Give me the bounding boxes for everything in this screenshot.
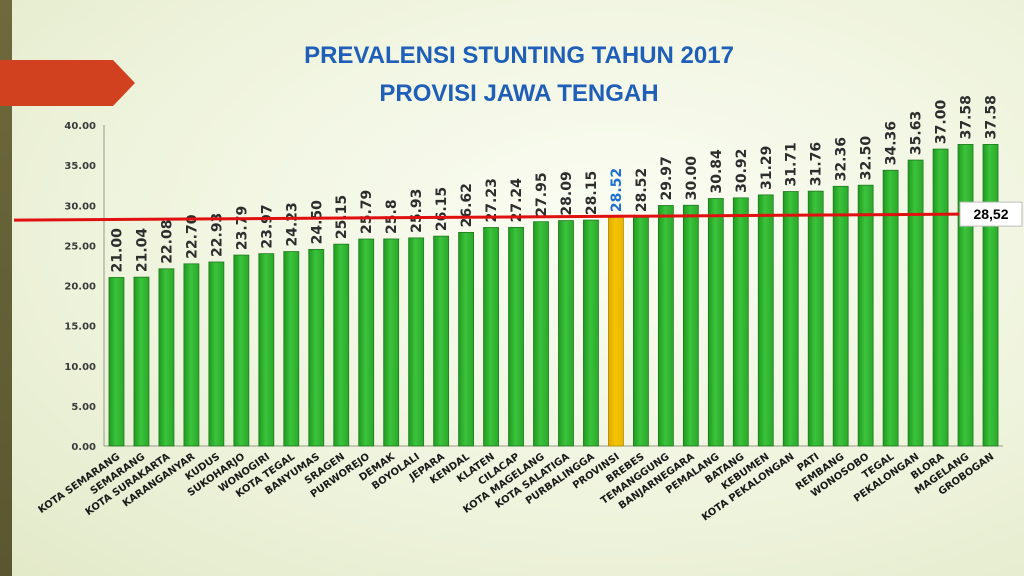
bar-karanganyar [183, 263, 200, 447]
bar-pekalongan [907, 159, 924, 447]
bar-value-label: 24.50 [309, 200, 325, 245]
bar-value-label: 31.29 [759, 146, 775, 190]
bar-provinsi [608, 216, 624, 447]
y-tick-label: 40.00 [64, 121, 96, 132]
bar-value-label: 21.04 [134, 228, 150, 273]
bar-value-label: 32.36 [834, 137, 850, 181]
bar-blora [932, 148, 949, 447]
bar-kebumen [757, 194, 774, 447]
bar-kota-magelang [533, 221, 549, 447]
bar-value-label: 26.15 [434, 187, 450, 231]
bar-purworejo [358, 238, 375, 447]
bar-sukoharjo [233, 254, 250, 447]
bar-kudus [208, 261, 225, 447]
bar-value-label: 25.79 [359, 190, 375, 234]
bar-value-label: 22.93 [209, 213, 225, 257]
bar-kendal [458, 231, 474, 447]
bar-value-label: 28.52 [634, 168, 650, 212]
reference-line [13, 212, 961, 222]
left-decor-bar [0, 0, 12, 576]
bar-value-label: 23.79 [234, 206, 250, 250]
bar-value-label: 37.58 [984, 95, 1000, 139]
bar-value-label: 30.00 [684, 156, 700, 201]
red-arrow-shape [0, 60, 135, 106]
bar-value-label: 34.36 [884, 121, 900, 165]
bar-sragen [333, 243, 350, 447]
y-tick-label: 25.00 [64, 241, 96, 252]
bar-value-label: 37.58 [959, 95, 975, 139]
bar-value-label: 27.24 [509, 178, 525, 223]
y-tick-label: 30.00 [64, 201, 96, 212]
bar-value-label: 22.70 [184, 214, 200, 259]
bar-grobogan [982, 144, 999, 447]
bar-value-label: 30.92 [734, 149, 750, 193]
bar-batang [732, 197, 749, 447]
bar-brebes [633, 216, 649, 447]
bar-value-label: 28.15 [584, 171, 600, 215]
bar-value-label: 31.76 [809, 142, 825, 186]
y-tick-label: 0.00 [71, 442, 96, 453]
bar-semarang [133, 276, 150, 447]
bar-kota-tegal [283, 251, 300, 447]
bar-wonogiri [258, 253, 275, 447]
bar-value-label: 27.23 [484, 178, 500, 222]
bar-jepara [433, 235, 450, 447]
bar-kota-pekalongan [782, 191, 799, 447]
bar-value-label: 32.50 [859, 136, 875, 181]
bar-value-label: 28.52 [609, 168, 625, 212]
bar-kota-surakarta [158, 268, 175, 447]
reference-value-box [959, 201, 1023, 227]
bar-magelang [957, 144, 974, 447]
bar-cilacap [508, 226, 524, 447]
bar-pemalang [707, 198, 724, 447]
y-tick-label: 20.00 [64, 282, 96, 293]
y-tick-label: 5.00 [71, 402, 96, 413]
bar-value-label: 22.08 [159, 220, 175, 264]
chart-title-line-1: PREVALENSI STUNTING TAHUN 2017 [304, 42, 734, 69]
bar-value-label: 28.09 [559, 171, 575, 215]
reference-value-label: 28,52 [973, 206, 1008, 222]
bar-banyumas [308, 248, 325, 447]
bar-value-label: 23.97 [259, 204, 275, 248]
bar-kota-salatiga [558, 220, 574, 447]
bar-value-label: 29.97 [659, 156, 675, 200]
bar-value-label: 30.84 [709, 149, 725, 194]
bar-boyolali [408, 237, 425, 447]
bar-value-label: 24.23 [284, 202, 300, 246]
bar-demak [383, 238, 400, 447]
y-tick-label: 15.00 [64, 322, 96, 333]
chart-title-line-2: PROVISI JAWA TENGAH [379, 80, 658, 107]
bar-tegal [882, 169, 899, 447]
bar-pati [807, 190, 824, 447]
bar-purbalingga [583, 219, 599, 447]
y-tick-label: 10.00 [64, 362, 96, 373]
bar-klaten [483, 227, 499, 447]
bar-value-label: 26.62 [459, 183, 475, 227]
bar-temanggung [657, 205, 674, 447]
bar-rembang [832, 185, 849, 447]
bar-value-label: 27.95 [534, 172, 550, 216]
bar-value-label: 31.71 [784, 142, 800, 186]
bar-value-label: 37.00 [934, 100, 950, 145]
bar-banjarnegara [682, 204, 699, 447]
bar-value-label: 35.63 [909, 111, 925, 155]
y-tick-label: 35.00 [64, 161, 96, 172]
bar-value-label: 25.93 [409, 189, 425, 233]
bar-value-label: 21.00 [109, 228, 125, 273]
bar-kota-semarang [108, 277, 125, 447]
bar-wonosobo [857, 184, 874, 447]
